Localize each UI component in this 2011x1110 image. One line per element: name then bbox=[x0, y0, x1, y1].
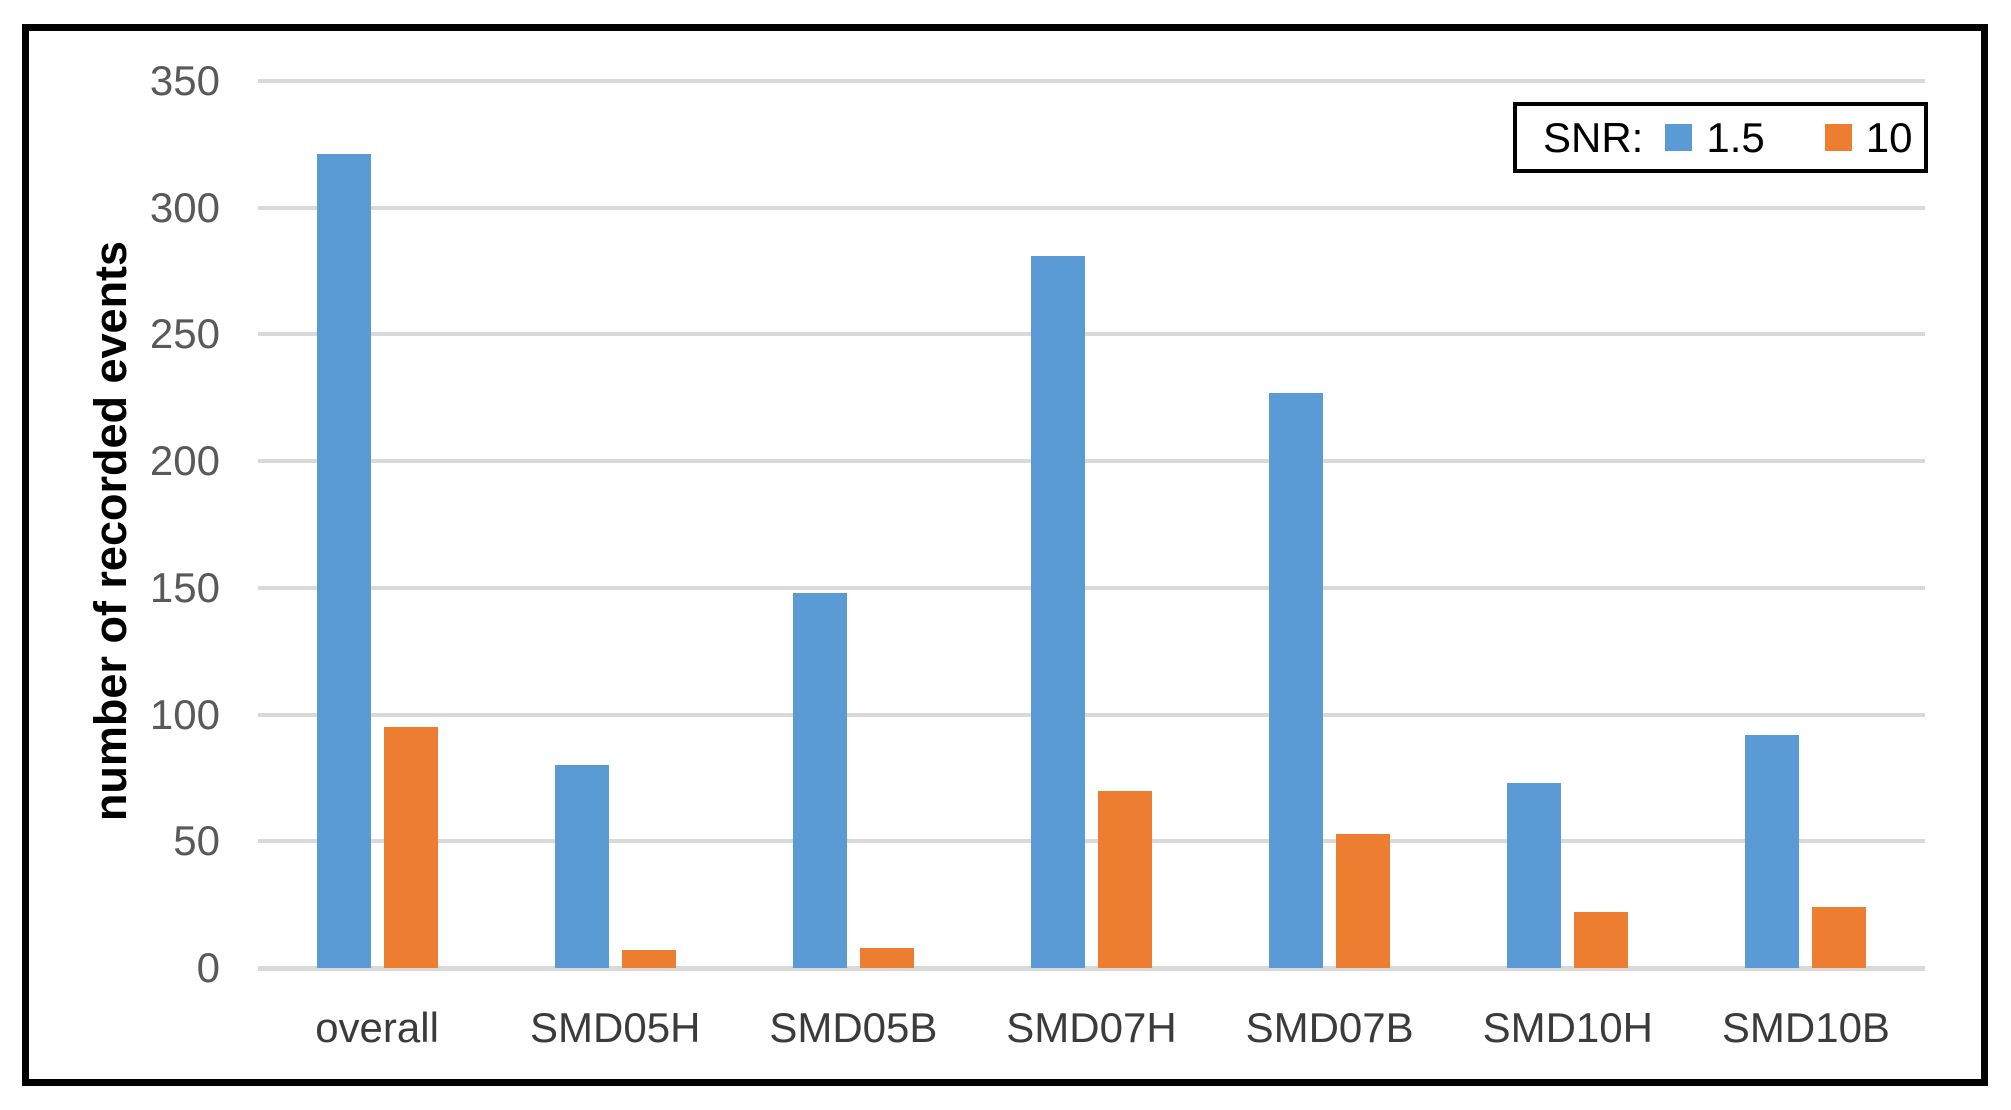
gridline-y-100 bbox=[258, 712, 1925, 717]
bar-smd07b-snr-10 bbox=[1336, 833, 1391, 968]
gridline-y-150 bbox=[258, 585, 1925, 590]
bar-smd05h-snr-10 bbox=[621, 950, 676, 968]
legend-swatch-blue bbox=[1665, 124, 1693, 151]
plot-area bbox=[258, 79, 1925, 971]
bar-smd10b-snr-1-5 bbox=[1745, 734, 1800, 968]
legend-label-snr-10: 10 bbox=[1865, 113, 1913, 161]
legend-title: SNR: bbox=[1543, 113, 1644, 161]
y-tick-label-300: 300 bbox=[149, 183, 220, 231]
y-tick-label-50: 50 bbox=[173, 817, 220, 865]
x-axis-label-smd05b: SMD05B bbox=[769, 1004, 938, 1051]
bar-smd10h-snr-10 bbox=[1574, 912, 1629, 968]
bar-smd07h-snr-10 bbox=[1098, 790, 1152, 968]
legend-entry-snr-1-5: 1.5 bbox=[1665, 113, 1765, 162]
gridline-y-250 bbox=[258, 332, 1925, 337]
x-axis-label-smd07b: SMD07B bbox=[1245, 1004, 1414, 1051]
gridline-y-0 bbox=[258, 966, 1925, 971]
bar-smd05h-snr-1-5 bbox=[554, 765, 609, 968]
y-tick-label-0: 0 bbox=[196, 944, 220, 991]
y-tick-label-150: 150 bbox=[149, 563, 220, 611]
legend: SNR: 1.5 10 bbox=[1513, 102, 1928, 173]
y-tick-label-350: 350 bbox=[149, 57, 220, 104]
y-tick-label-200: 200 bbox=[149, 437, 220, 485]
x-axis-label-overall: overall bbox=[315, 1004, 439, 1051]
legend-swatch-orange bbox=[1824, 124, 1852, 151]
x-axis-label-smd05h: SMD05H bbox=[530, 1004, 701, 1051]
gridline-y-300 bbox=[258, 205, 1925, 210]
legend-entry-snr-10: 10 bbox=[1824, 113, 1913, 162]
bar-smd10b-snr-10 bbox=[1812, 907, 1867, 968]
bar-smd07b-snr-1-5 bbox=[1269, 392, 1324, 968]
gridline-y-50 bbox=[258, 839, 1925, 844]
gridline-y-200 bbox=[258, 459, 1925, 464]
x-axis-label-smd10b: SMD10B bbox=[1721, 1004, 1890, 1051]
legend-label-snr-1-5: 1.5 bbox=[1706, 113, 1765, 161]
bar-smd05b-snr-10 bbox=[859, 947, 914, 968]
y-tick-label-100: 100 bbox=[149, 690, 220, 738]
x-axis-label-smd07h: SMD07H bbox=[1006, 1004, 1177, 1051]
y-tick-label-250: 250 bbox=[149, 310, 220, 358]
bar-smd07h-snr-1-5 bbox=[1031, 255, 1085, 968]
bar-smd10h-snr-1-5 bbox=[1507, 782, 1562, 968]
gridline-y-350 bbox=[258, 79, 1925, 83]
bar-overall-snr-10 bbox=[383, 727, 438, 968]
bar-overall-snr-1-5 bbox=[316, 154, 371, 968]
bar-smd05b-snr-1-5 bbox=[792, 592, 847, 968]
x-axis-label-smd10h: SMD10H bbox=[1482, 1004, 1653, 1051]
